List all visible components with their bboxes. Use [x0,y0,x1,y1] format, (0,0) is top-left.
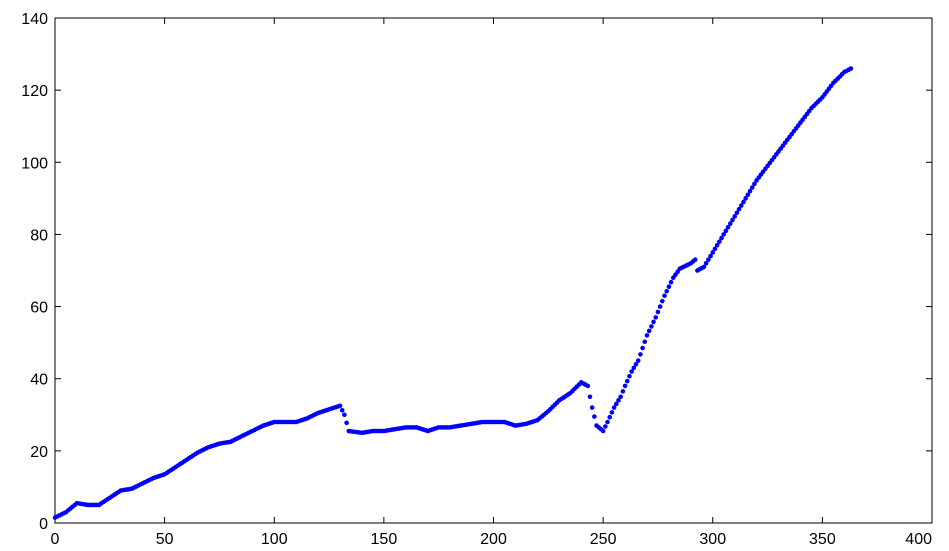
data-point [664,288,670,294]
data-point [662,293,667,299]
y-tick-label: 140 [21,11,48,28]
data-point [589,405,595,410]
data-point [609,410,615,415]
data-point [668,279,674,285]
data-point [692,257,698,262]
data-point [732,214,737,219]
data-point [613,401,619,407]
data-point [605,419,610,425]
data-point [848,66,854,71]
data-point [717,239,722,244]
y-tick-label: 40 [30,372,48,389]
data-point [714,242,720,248]
y-tick-label: 60 [30,300,48,317]
data-point [603,424,608,429]
data-point [666,284,672,290]
x-tick-label: 50 [156,531,174,548]
data-point [642,339,648,345]
data-point [587,394,593,400]
x-tick-label: 200 [480,531,507,548]
data-point [730,217,735,223]
x-tick-label: 350 [809,531,836,548]
data-point [342,412,347,418]
x-tick-label: 250 [590,531,617,548]
data-point [585,383,591,389]
data-point [752,181,757,187]
data-point [721,232,727,237]
data-point [736,206,742,212]
data-point [655,309,661,315]
x-tick-label: 100 [261,531,288,548]
data-point [622,383,628,389]
data-point [657,304,663,309]
y-tick-label: 120 [21,83,48,100]
data-point [653,315,659,320]
data-point [701,264,707,270]
x-tick-label: 300 [699,531,726,548]
data-point [592,414,597,419]
y-tick-label: 0 [39,516,48,533]
data-point [725,224,731,230]
y-tick-label: 80 [30,227,48,244]
data-point [706,257,711,262]
data-point [631,365,637,371]
data-point [708,253,713,259]
x-tick-label: 150 [371,531,398,548]
data-point [644,333,650,338]
data-point [607,414,612,420]
data-point [710,250,716,255]
data-point [660,298,665,304]
data-point [618,394,623,400]
data-point [635,358,641,363]
x-tick-label: 400 [905,531,932,548]
plot-area [54,17,933,524]
data-point [344,420,349,426]
data-point [646,328,652,334]
data-point [747,188,753,194]
data-point [620,389,626,394]
data-point [616,398,621,403]
y-tick-label: 100 [21,155,48,172]
data-point [633,361,639,367]
data-point [749,185,755,190]
data-point [703,260,709,266]
data-point [712,246,718,252]
data-point [629,369,634,374]
data-point [624,378,630,384]
data-point [741,199,746,205]
data-point [727,221,733,226]
data-point [738,203,744,208]
data-point [337,403,343,409]
data-point [745,192,751,198]
data-point [649,324,654,329]
data-point [723,228,729,234]
data-point [339,407,345,413]
data-point [640,345,645,351]
data-point [651,319,656,325]
x-axis: 0 50 100 150 200 250 300 350 400 [51,18,933,548]
data-point [743,196,748,201]
data-point [734,210,740,216]
data-point [611,405,617,410]
x-tick-label: 0 [51,531,60,548]
data-point [719,235,724,241]
data-point [638,352,643,357]
data-points [52,66,854,520]
y-tick-label: 20 [30,444,48,461]
y-axis: 0 20 40 60 80 100 120 140 [21,11,932,533]
data-point [600,428,606,434]
data-point [627,374,632,379]
